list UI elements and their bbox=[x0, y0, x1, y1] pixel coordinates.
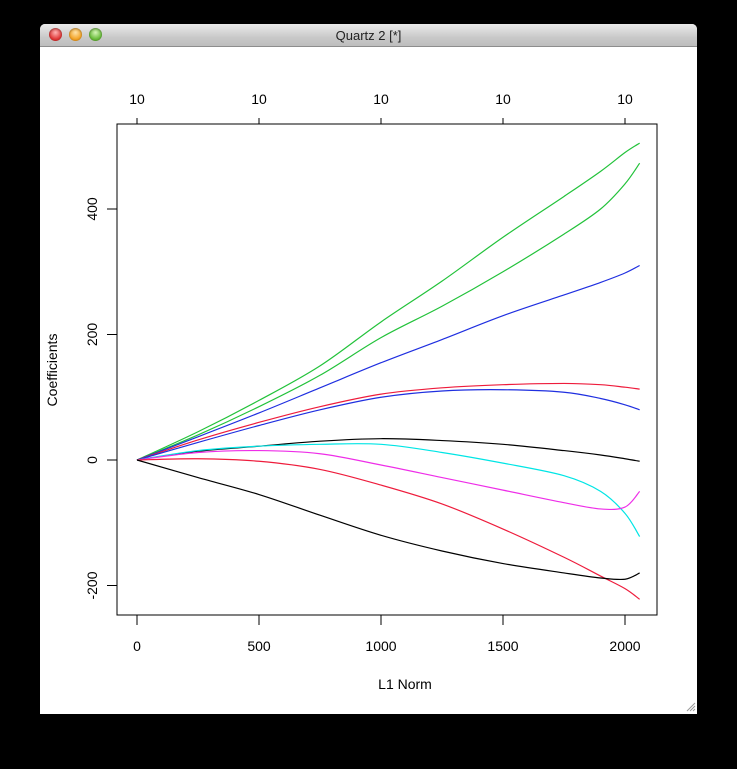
series-line-coef9 bbox=[136, 458, 640, 600]
y-tick-label: 0 bbox=[84, 456, 100, 464]
chart-canvas: 0 500 1000 1500 2000 10 10 10 10 10 -200 0 200 400 L1 … bbox=[44, 91, 658, 692]
series-line-coef5 bbox=[136, 389, 640, 461]
top-axis-label: 10 bbox=[373, 91, 389, 107]
x-tick-label: 2000 bbox=[609, 638, 640, 654]
series-line-coef1 bbox=[136, 142, 640, 461]
top-axis-label: 10 bbox=[129, 91, 145, 107]
top-axis-label: 10 bbox=[251, 91, 267, 107]
x-tick-label: 0 bbox=[133, 638, 141, 654]
resize-grip-icon[interactable] bbox=[684, 700, 696, 712]
plot-frame bbox=[116, 123, 658, 616]
window-title: Quartz 2 [*] bbox=[335, 28, 402, 43]
series-line-coef6 bbox=[136, 438, 640, 462]
close-button[interactable] bbox=[49, 28, 62, 41]
zoom-button[interactable] bbox=[89, 28, 102, 41]
top-axis-label: 10 bbox=[495, 91, 511, 107]
series-line-coef3 bbox=[136, 264, 640, 461]
quartz-window: Quartz 2 [*] 0 500 1000 1500 2000 10 10 10 10 10-… bbox=[40, 24, 697, 714]
title-bar[interactable]: Quartz 2 [*] bbox=[40, 24, 697, 47]
y-tick-label: 200 bbox=[84, 323, 100, 347]
y-axis-title: Coefficients bbox=[44, 334, 60, 407]
x-tick-label: 1500 bbox=[487, 638, 518, 654]
y-tick-label: 400 bbox=[84, 197, 100, 221]
x-tick-label: 1000 bbox=[365, 638, 396, 654]
y-tick-label: -200 bbox=[84, 571, 100, 599]
series-line-coef4 bbox=[136, 382, 640, 461]
x-axis-title: L1 Norm bbox=[378, 676, 432, 692]
series-line-coef2 bbox=[136, 162, 641, 461]
series-line-coef10 bbox=[136, 459, 640, 581]
top-axis-label: 10 bbox=[617, 91, 633, 107]
series-line-coef8 bbox=[136, 449, 641, 511]
minimize-button[interactable] bbox=[69, 28, 82, 41]
series-line-coef7 bbox=[136, 443, 641, 537]
x-tick-label: 500 bbox=[247, 638, 271, 654]
